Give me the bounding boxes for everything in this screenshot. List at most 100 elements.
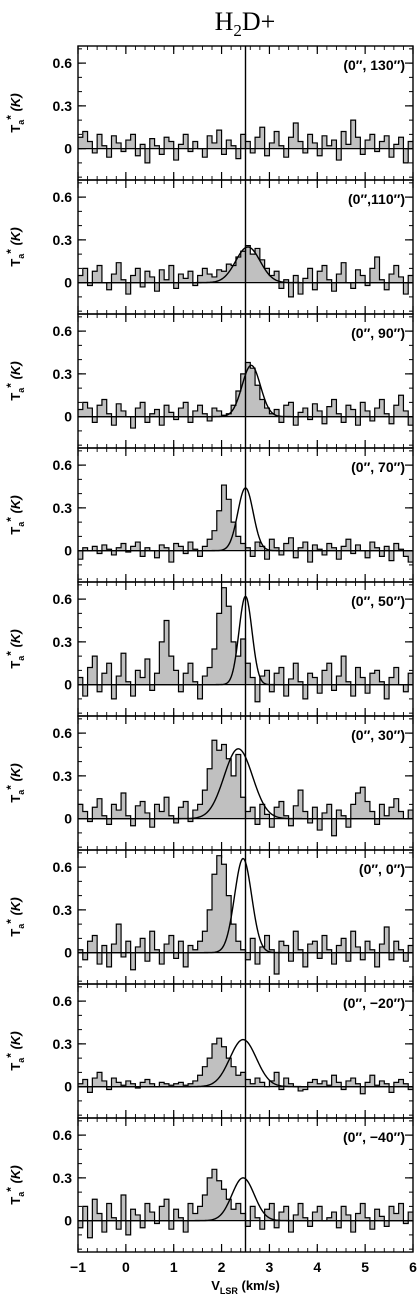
x-tick-label: 3 <box>266 1259 274 1275</box>
y-tick-label: 0.6 <box>53 55 73 71</box>
panel-position-label: (0″,110″) <box>348 191 405 207</box>
y-label-base: T <box>8 661 23 669</box>
title-base: H <box>215 7 234 36</box>
y-label-base: T <box>8 527 23 535</box>
y-label-unit: (K) <box>8 763 23 785</box>
spectrum-panel: 0 0.3 0.6 (0″, 30″) Ta* (K) <box>4 715 414 851</box>
y-axis-label: Ta* (K) <box>4 629 26 668</box>
y-label-sup: * <box>4 383 18 388</box>
y-label-base: T <box>8 393 23 401</box>
y-axis-label: Ta* (K) <box>4 495 26 534</box>
y-tick-label: 0 <box>64 543 72 559</box>
y-tick-label: 0.3 <box>53 768 73 784</box>
y-label-unit: (K) <box>8 495 23 517</box>
y-tick-label: 0.6 <box>53 323 73 339</box>
x-axis: −1 0 1 2 3 4 5 6 VLSR (km/s) <box>70 1259 417 1296</box>
title-sub: 2 <box>233 21 242 40</box>
spectra-panels: 00.30.6 (0″, 130″)Ta* (K)00.30.6 (0″,110″)… <box>4 45 414 1253</box>
spectrum-panel: 0 0.3 0.6 (0″, 0″) Ta* (K) <box>4 849 414 985</box>
y-label-sub: a <box>16 253 26 259</box>
y-tick-label: 0.3 <box>53 98 73 114</box>
title-rest: D+ <box>242 7 275 36</box>
y-label-sup: * <box>4 517 18 522</box>
y-tick-label: 0.3 <box>53 634 73 650</box>
y-label-base: T <box>8 125 23 133</box>
panel-position-label: (0″, 30″) <box>351 727 405 743</box>
spectrum-panel: 0 0.3 0.6 (0″, −40″) Ta* (K) <box>4 1117 414 1253</box>
y-tick-label: 0.3 <box>53 366 73 382</box>
x-label-base: V <box>211 1278 220 1293</box>
spectrum-panel: 0 0.3 0.6 (0″,110″) Ta* (K) <box>4 179 414 315</box>
y-label-base: T <box>8 795 23 803</box>
x-tick-label: −1 <box>70 1259 86 1275</box>
y-tick-label: 0.3 <box>53 500 73 516</box>
y-label-sub: a <box>16 1191 26 1197</box>
y-label-sup: * <box>4 115 18 120</box>
y-axis-label: Ta* (K) <box>4 227 26 266</box>
spectrum-panel: 0 0.3 0.6 (0″, −20″) Ta* (K) <box>4 983 414 1119</box>
y-axis-label: Ta* (K) <box>4 897 26 936</box>
y-tick-label: 0 <box>64 275 72 291</box>
x-label-unit: (km/s) <box>238 1278 280 1293</box>
y-tick-label: 0.6 <box>53 189 73 205</box>
y-tick-label: 0.6 <box>53 725 73 741</box>
y-label-sub: a <box>16 655 26 661</box>
y-tick-label: 0 <box>64 677 72 693</box>
y-label-sup: * <box>4 919 18 924</box>
y-tick-label: 0.6 <box>53 1127 73 1143</box>
spectrum-panel: 0 0.3 0.6 (0″, 130″) Ta* (K) <box>4 45 414 181</box>
panel-position-label: (0″, 130″) <box>343 57 405 73</box>
y-axis-label: Ta* (K) <box>4 93 26 132</box>
y-tick-label: 0.6 <box>53 457 73 473</box>
y-label-sup: * <box>4 1187 18 1192</box>
y-label-sub: a <box>16 923 26 929</box>
y-label-unit: (K) <box>8 361 23 383</box>
y-label-sup: * <box>4 651 18 656</box>
y-label-base: T <box>8 929 23 937</box>
y-label-sup: * <box>4 1053 18 1058</box>
y-axis-label: Ta* (K) <box>4 1165 26 1204</box>
y-label-unit: (K) <box>8 227 23 249</box>
x-tick-label: 4 <box>313 1259 321 1275</box>
x-label-sub: LSR <box>220 1286 239 1296</box>
y-axis-label: Ta* (K) <box>4 1031 26 1070</box>
panel-position-label: (0″, −40″) <box>343 1129 405 1145</box>
panel-position-label: (0″, 0″) <box>359 861 405 877</box>
y-axis-label: Ta* (K) <box>4 361 26 400</box>
y-tick-label: 0 <box>64 409 72 425</box>
y-label-sub: a <box>16 387 26 393</box>
y-label-base: T <box>8 1197 23 1205</box>
x-tick-label: 6 <box>409 1259 417 1275</box>
y-label-sup: * <box>4 785 18 790</box>
y-tick-label: 0.3 <box>53 1036 73 1052</box>
spectrum-panel: 0 0.3 0.6 (0″, 90″) Ta* (K) <box>4 313 414 449</box>
x-tick-label: 0 <box>122 1259 130 1275</box>
y-tick-label: 0.3 <box>53 902 73 918</box>
y-tick-label: 0.6 <box>53 859 73 875</box>
panel-position-label: (0″, 70″) <box>351 459 405 475</box>
y-tick-label: 0.6 <box>53 993 73 1009</box>
y-tick-label: 0 <box>64 945 72 961</box>
spectrum-panel: 0 0.3 0.6 (0″, 70″) Ta* (K) <box>4 447 414 583</box>
y-label-sup: * <box>4 249 18 254</box>
x-tick-label: 1 <box>170 1259 178 1275</box>
y-tick-label: 0.3 <box>53 1170 73 1186</box>
y-label-unit: (K) <box>8 1031 23 1053</box>
y-label-unit: (K) <box>8 897 23 919</box>
y-label-base: T <box>8 259 23 267</box>
y-tick-label: 0 <box>64 1213 72 1229</box>
panel-position-label: (0″, −20″) <box>343 995 405 1011</box>
y-label-sub: a <box>16 119 26 125</box>
y-label-sub: a <box>16 1057 26 1063</box>
panel-position-label: (0″, 50″) <box>351 593 405 609</box>
y-label-unit: (K) <box>8 629 23 651</box>
x-tick-label: 5 <box>361 1259 369 1275</box>
figure-title: H2D+ <box>215 7 276 40</box>
panel-position-label: (0″, 90″) <box>351 325 405 341</box>
y-label-unit: (K) <box>8 93 23 115</box>
x-axis-label: VLSR (km/s) <box>211 1278 280 1296</box>
y-axis-label: Ta* (K) <box>4 763 26 802</box>
x-tick-label: 2 <box>218 1259 226 1275</box>
y-label-unit: (K) <box>8 1165 23 1187</box>
